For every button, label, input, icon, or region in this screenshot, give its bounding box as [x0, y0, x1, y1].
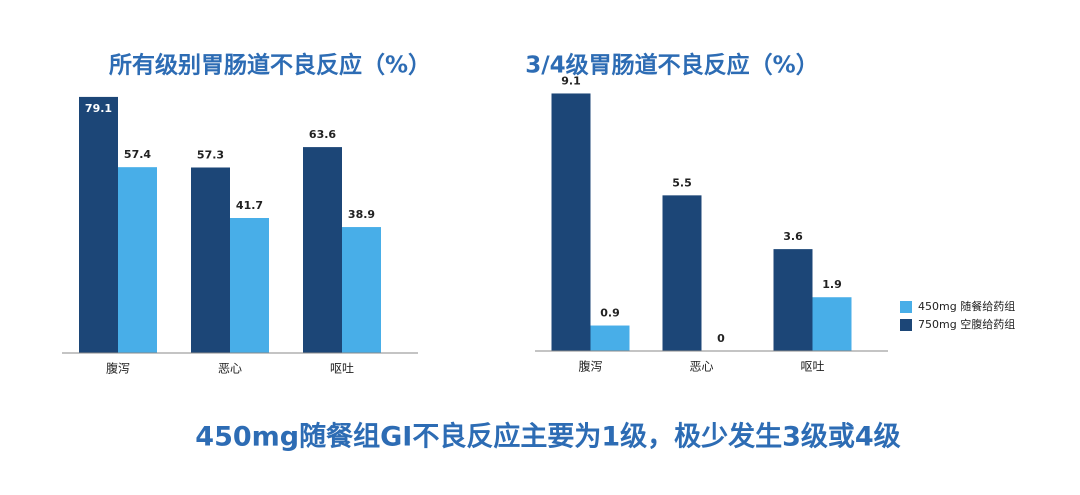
bar — [79, 96, 118, 353]
bar — [551, 93, 591, 351]
x-tick-label: 呕吐 — [330, 362, 354, 376]
value-label: 57.3 — [197, 148, 224, 161]
value-label: 38.9 — [348, 208, 375, 221]
value-label: 79.1 — [85, 102, 112, 115]
bar — [342, 227, 381, 353]
bar — [118, 167, 157, 353]
value-label: 1.9 — [822, 278, 842, 291]
chart-title: 3/4级胃肠道不良反应（%） — [525, 52, 818, 79]
legend-label: 750mg 空腹给药组 — [918, 317, 1015, 331]
value-label: 41.7 — [236, 199, 263, 212]
bar — [230, 217, 269, 353]
value-label: 63.6 — [309, 128, 336, 141]
bar — [812, 297, 852, 351]
legend-label: 450mg 随餐给药组 — [918, 299, 1015, 313]
x-tick-label: 恶心 — [689, 360, 713, 374]
x-tick-label: 腹泻 — [106, 362, 130, 376]
value-label: 5.5 — [672, 176, 692, 189]
chart-title: 所有级别胃肠道不良反应（%） — [109, 52, 431, 79]
bar — [662, 195, 702, 351]
bar — [303, 147, 342, 353]
value-label: 0.9 — [600, 307, 620, 320]
value-label: 57.4 — [124, 148, 151, 161]
x-tick-label: 恶心 — [218, 362, 242, 376]
legend-swatch — [900, 301, 912, 313]
bar — [590, 325, 630, 351]
footer-text: 450mg随餐组GI不良反应主要为1级，极少发生3级或4级 — [195, 421, 900, 453]
x-tick-label: 呕吐 — [800, 360, 824, 374]
legend-swatch — [900, 319, 912, 331]
bar — [773, 249, 813, 351]
value-label: 0 — [717, 332, 725, 345]
x-tick-label: 腹泻 — [578, 360, 602, 374]
value-label: 3.6 — [783, 230, 803, 243]
value-label: 9.1 — [561, 74, 581, 87]
bar — [191, 167, 230, 353]
